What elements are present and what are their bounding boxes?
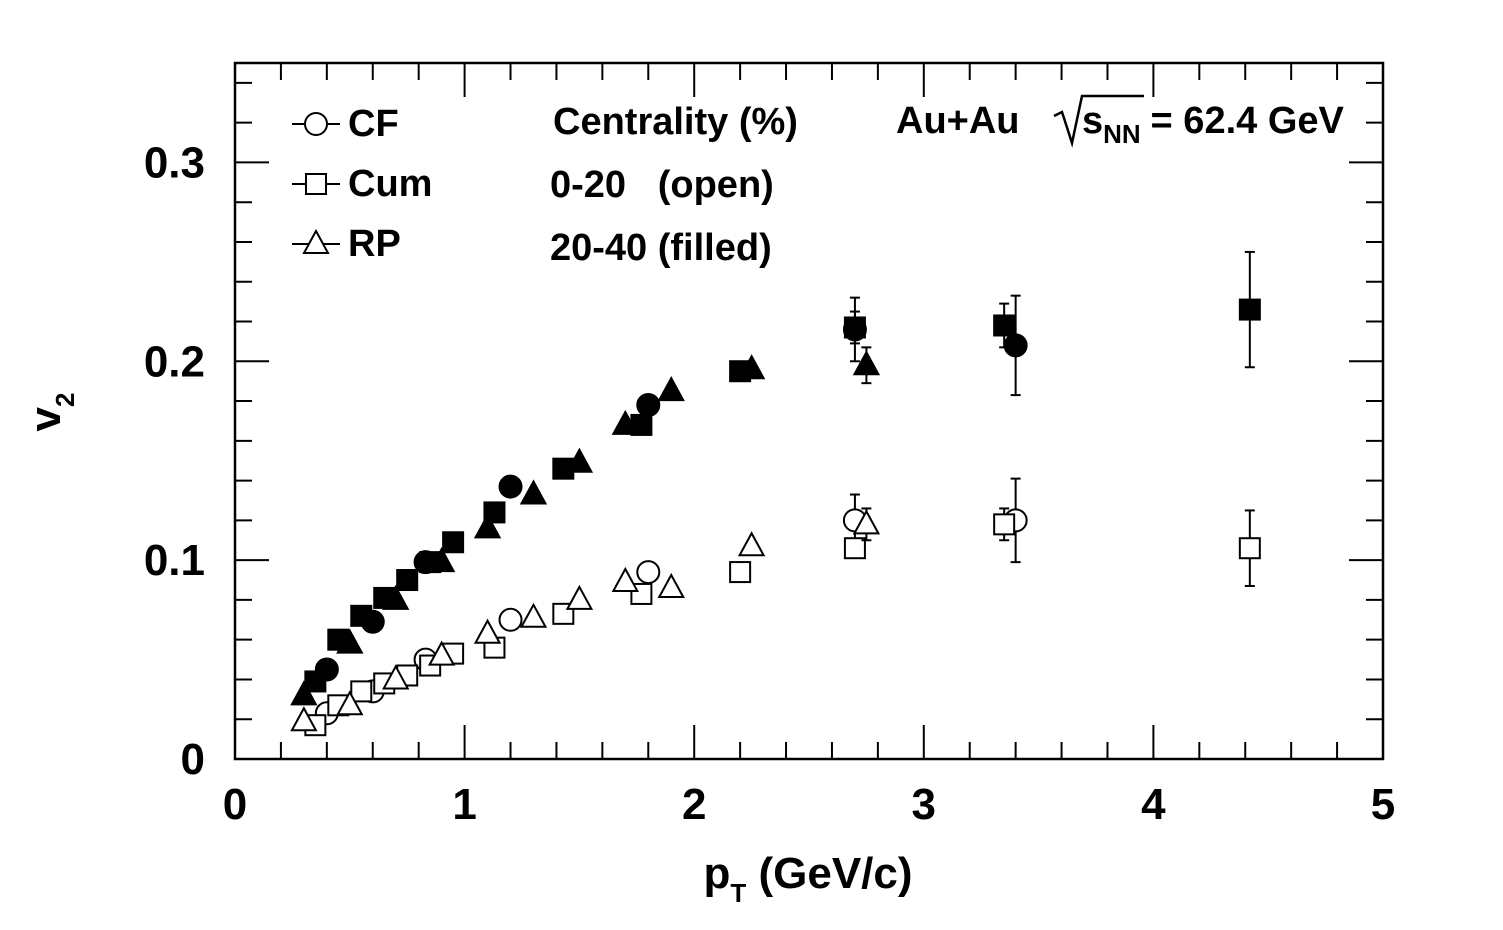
legend-marker-triangle	[302, 228, 330, 254]
system-annotation: Au+Au sNN = 62.4 GeV	[896, 94, 1345, 149]
data-point-square	[843, 316, 866, 339]
data-point-square	[993, 513, 1016, 536]
centrality-filled-label: 20-40 (filled)	[550, 227, 772, 269]
data-point-triangle	[565, 447, 594, 473]
x-tick-label: 3	[912, 780, 936, 829]
data-point-circle	[498, 607, 523, 632]
data-point-triangle	[382, 664, 410, 690]
data-point-triangle	[657, 572, 685, 598]
data-point-circle	[636, 393, 661, 418]
data-point-triangle	[336, 690, 364, 716]
data-point-triangle	[657, 376, 685, 402]
axis-tick-labels: 0 1 2 3 4 5 0 0.1 0.2 0.3	[144, 138, 1395, 829]
data-point-circle	[636, 560, 661, 585]
y-tick-label: 0.3	[144, 138, 205, 187]
legend-label-cum: Cum	[348, 163, 432, 205]
data-point-square	[396, 569, 419, 592]
legend-label-cf: CF	[348, 103, 399, 145]
x-tick-label: 2	[682, 780, 706, 829]
data-point-square	[304, 670, 327, 693]
data-point-circle	[1003, 333, 1028, 358]
data-point-square	[843, 537, 866, 560]
series-triangle-filled	[290, 346, 881, 706]
data-point-triangle	[611, 409, 640, 435]
data-point-triangle	[382, 584, 410, 610]
plot-frame	[233, 61, 1385, 761]
y-tick-label: 0.1	[144, 536, 205, 585]
data-point-square	[1238, 537, 1261, 560]
data-point-triangle	[473, 618, 502, 644]
data-point-triangle	[290, 680, 318, 706]
series-triangle-open	[290, 507, 881, 732]
x-axis-title-sub: T	[730, 878, 746, 908]
data-point-triangle	[737, 354, 766, 380]
sqrt-sign	[1053, 94, 1144, 148]
data-point-triangle	[336, 628, 364, 654]
centrality-title: Centrality (%)	[553, 101, 798, 143]
x-axis-title: pT (GeV/c)	[703, 849, 912, 908]
system-prefix: Au+Au	[896, 100, 1020, 142]
system-suffix: = 62.4 GeV	[1140, 100, 1345, 142]
legend-label-rp: RP	[348, 223, 401, 265]
legend-marker-square	[305, 173, 327, 195]
x-tick-label: 0	[223, 780, 247, 829]
data-point-triangle	[852, 350, 881, 376]
data-point-square	[350, 680, 373, 703]
x-axis-title-main: p	[703, 849, 730, 898]
y-axis-title-main: v	[21, 406, 70, 431]
legend: CF Cum RP	[292, 103, 432, 265]
data-point-triangle	[290, 706, 318, 732]
data-point-triangle	[473, 513, 502, 539]
x-tick-label: 4	[1141, 780, 1166, 829]
data-point-square	[993, 314, 1016, 337]
data-point-triangle	[852, 509, 881, 535]
data-point-square	[729, 561, 752, 584]
series-circle-filled	[314, 294, 1028, 682]
x-tick-label: 5	[1371, 780, 1395, 829]
series-circle-open	[314, 477, 1028, 726]
data-point-triangle	[427, 547, 456, 573]
centrality-open-label: 0-20 (open)	[550, 164, 774, 206]
data-point-square	[350, 604, 373, 627]
data-point-circle	[498, 474, 523, 499]
x-tick-label: 1	[452, 780, 476, 829]
system-sqrt-main: s	[1082, 100, 1103, 142]
axis-ticks	[234, 63, 1384, 760]
data-point-triangle	[427, 640, 456, 666]
data-point-triangle	[565, 584, 594, 610]
y-tick-label: 0.2	[144, 337, 205, 386]
data-points	[290, 250, 1261, 737]
legend-marker-circle	[304, 112, 328, 136]
data-point-square	[1238, 298, 1261, 321]
x-axis-title-rest: (GeV/c)	[746, 849, 912, 898]
data-point-triangle	[519, 479, 548, 505]
data-point-square	[442, 531, 465, 554]
y-axis-title: v2	[21, 393, 80, 432]
system-sqrt-sub: NN	[1103, 119, 1141, 149]
system-sqrt-term: sNN	[1082, 100, 1141, 149]
y-axis-title-sub: 2	[50, 393, 80, 407]
data-point-triangle	[611, 566, 640, 593]
series-square-filled	[304, 250, 1261, 693]
data-point-triangle	[737, 531, 766, 557]
data-point-triangle	[519, 602, 548, 628]
y-tick-label: 0	[181, 735, 205, 784]
legend-markers	[292, 112, 340, 254]
